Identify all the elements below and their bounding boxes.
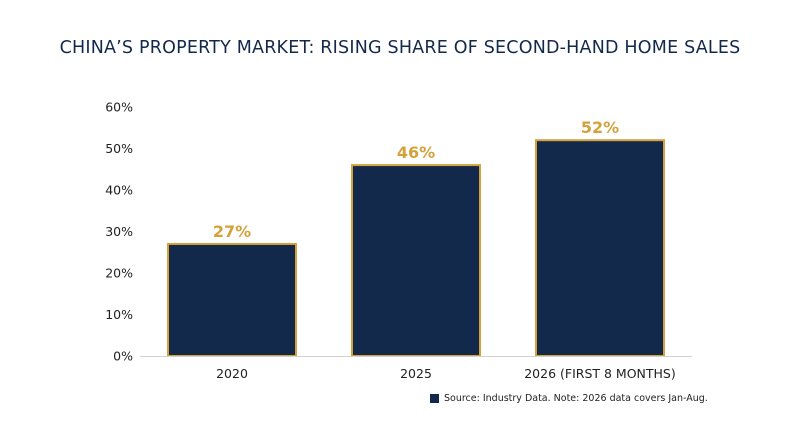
- bar: [351, 164, 481, 357]
- x-tick-label: 2025: [400, 366, 432, 381]
- x-tick-label: 2026 (FIRST 8 MONTHS): [524, 366, 676, 381]
- y-tick-label: 30%: [105, 224, 133, 239]
- data-label: 46%: [397, 143, 435, 162]
- y-tick-label: 10%: [105, 307, 133, 322]
- y-tick-label: 20%: [105, 266, 133, 281]
- bar: [535, 139, 665, 357]
- chart-title: CHINA’S PROPERTY MARKET: RISING SHARE OF…: [59, 38, 741, 58]
- legend-text: Source: Industry Data. Note: 2026 data c…: [444, 393, 708, 404]
- data-labels: 27% 46% 52%: [213, 118, 619, 241]
- x-axis: 2020 2025 2026 (FIRST 8 MONTHS): [216, 366, 676, 381]
- y-tick-label: 0%: [113, 349, 133, 364]
- data-label: 52%: [581, 118, 619, 137]
- legend-swatch: [430, 394, 439, 403]
- y-axis: 0% 10% 20% 30% 40% 50% 60%: [105, 100, 133, 364]
- y-tick-label: 50%: [105, 141, 133, 156]
- y-tick-label: 60%: [105, 100, 133, 115]
- data-label: 27%: [213, 222, 251, 241]
- bars: [167, 139, 665, 357]
- legend: Source: Industry Data. Note: 2026 data c…: [430, 393, 708, 404]
- x-tick-label: 2020: [216, 366, 248, 381]
- y-tick-label: 40%: [105, 183, 133, 198]
- bar: [167, 242, 297, 357]
